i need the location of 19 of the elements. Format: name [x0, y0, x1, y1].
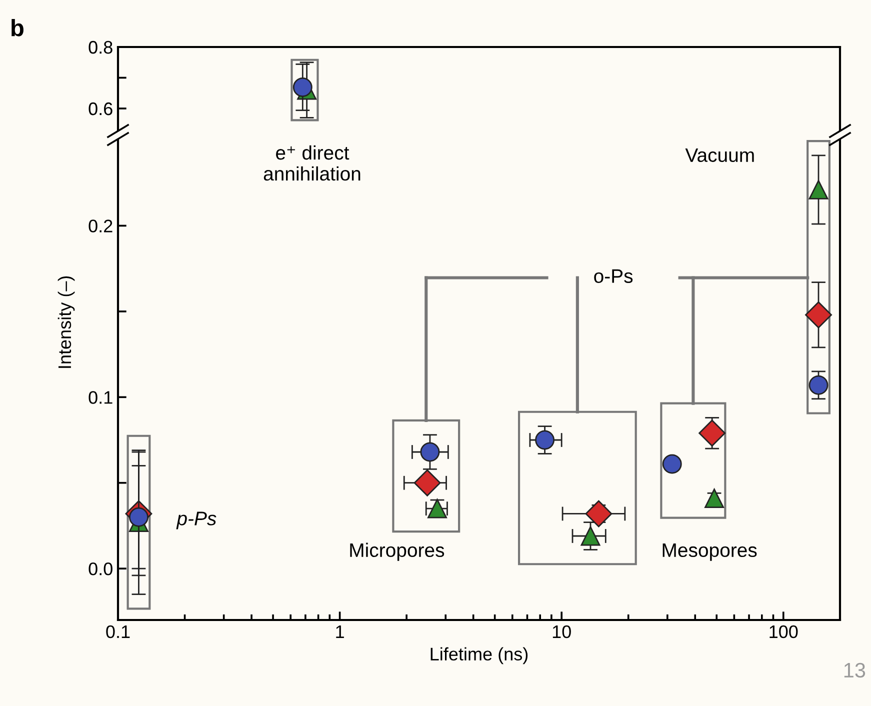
y-tick-label: 0.0 [88, 562, 112, 576]
y-tick-label: 0.6 [88, 102, 112, 116]
x-tick-label: 10 [552, 625, 571, 638]
x-tick-label: 100 [770, 625, 798, 638]
x-tick-label: 0.1 [106, 625, 130, 638]
y-axis-title: Intensity (–) [58, 276, 75, 368]
y-tick-label: 0.1 [88, 391, 112, 404]
text: 13 [844, 662, 866, 678]
annotation: o-Ps [594, 269, 633, 283]
x-axis-title: Lifetime (ns) [430, 647, 528, 664]
y-tick-label: 0.8 [88, 40, 112, 54]
y-tick-label: 0.2 [88, 220, 112, 232]
annotation: Mesopores [662, 543, 757, 561]
x-tick-label: 1 [336, 626, 344, 638]
annotation: Vacuum [685, 148, 754, 162]
annotation: Micropores [350, 542, 444, 561]
annotation: p-Ps [176, 512, 216, 530]
annotation: e⁺ direct annihilation [264, 145, 360, 181]
text: b [12, 18, 24, 36]
